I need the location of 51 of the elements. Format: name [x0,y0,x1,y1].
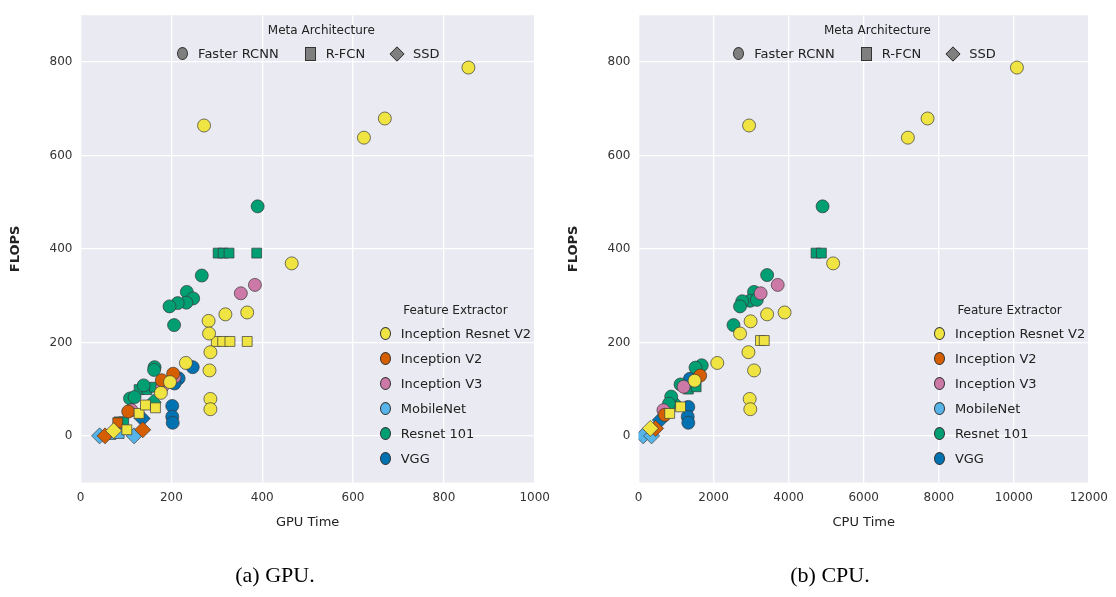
legend-label: Inception V3 [954,375,1037,391]
x-tick-label: 800 [432,489,456,504]
legend-title: Feature Extractor [402,302,509,317]
x-tick-label: 200 [159,489,183,504]
x-tick-label: 0 [634,489,643,504]
legend-label: MobileNet [954,400,1021,416]
x-tick-label: 1000 [519,489,550,504]
y-tick-label: 400 [607,241,631,256]
annotation: Meta Architecture [822,23,932,38]
legend-label: SSD [413,46,440,62]
y-tick-label: 800 [49,54,73,69]
annotation: Meta Architecture [266,23,376,38]
x-axis-title: GPU Time [275,514,340,530]
y-tick-label: 0 [64,427,73,442]
text: (a) GPU. [235,561,315,587]
legend-label: MobileNet [400,400,467,416]
legend-label: Inception Resnet V2 [400,325,532,341]
y-axis-title: FLOPS [7,225,23,273]
legend-title: Feature Extractor [956,302,1063,317]
x-tick-label: 0 [76,489,85,504]
y-tick-label: 800 [607,54,631,69]
legend-label: Inception Resnet V2 [954,325,1086,341]
legend-label: Inception V2 [954,350,1037,366]
legend-label: VGG [954,450,984,466]
legend-label: Inception V3 [400,375,483,391]
x-tick-label: 4000 [773,489,804,504]
y-tick-label: 400 [49,241,73,256]
x-tick-label: 8000 [923,489,955,504]
y-tick-label: 0 [622,427,631,442]
legend-label: Faster RCNN [198,46,279,62]
x-tick-label: 12000 [1069,489,1109,504]
x-tick-label: 600 [341,489,365,504]
x-axis-title: CPU Time [832,514,895,530]
legend-label: Resnet 101 [954,425,1029,441]
legend-label: Faster RCNN [754,46,835,62]
y-tick-label: 200 [607,334,631,349]
x-tick-label: 10000 [994,489,1033,504]
x-tick-label: 6000 [848,489,879,504]
legend-label: R-FCN [325,46,366,62]
legend-label: SSD [969,46,996,62]
y-tick-label: 200 [49,334,73,349]
x-tick-label: 2000 [698,489,729,504]
y-tick-label: 600 [607,147,631,162]
y-tick-label: 600 [49,147,73,162]
legend-label: Inception V2 [400,350,483,366]
text: (b) CPU. [790,561,870,587]
legend-label: R-FCN [881,46,922,62]
x-tick-label: 400 [250,489,274,504]
legend-label: VGG [400,450,430,466]
legend-label: Resnet 101 [400,425,475,441]
y-axis-title: FLOPS [565,225,581,273]
